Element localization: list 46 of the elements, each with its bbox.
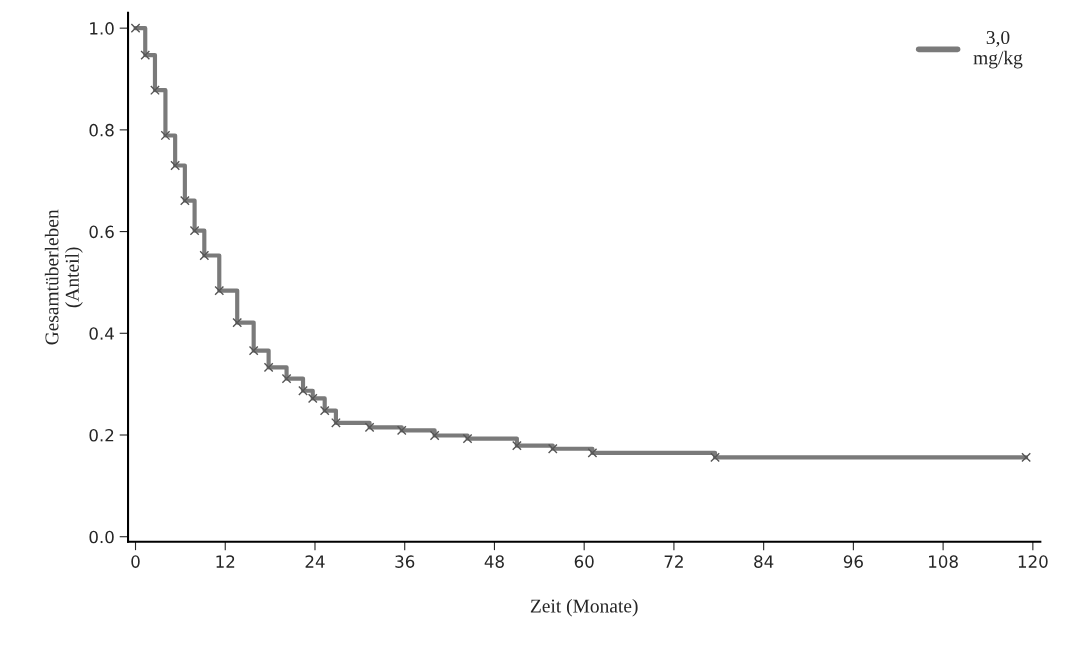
point: [180, 195, 190, 206]
x-tick-label: 60: [574, 555, 594, 568]
point: [214, 285, 225, 296]
point: [396, 425, 407, 436]
x-tick-label: 12: [216, 555, 235, 568]
point: [587, 447, 598, 458]
point: [462, 433, 473, 444]
point: [263, 362, 274, 373]
point: [1021, 452, 1031, 463]
point: [281, 373, 292, 384]
point: [364, 422, 375, 433]
x-tick-label: 96: [843, 555, 863, 568]
point: [189, 225, 200, 236]
x-tick-label: 48: [484, 555, 504, 568]
y-tick-label: 0.4: [89, 327, 114, 340]
point: [232, 317, 243, 328]
x-axis-title: Zeit (Monate): [530, 598, 638, 617]
x-tick-label: 0: [131, 555, 140, 568]
y-tick-label: 0.2: [89, 428, 114, 442]
x-tick-label: 84: [754, 555, 774, 568]
point: [199, 250, 210, 261]
point: [547, 443, 558, 454]
point: [248, 345, 259, 356]
x-tick-label: 24: [305, 555, 325, 568]
point: [298, 385, 308, 396]
y-axis-title: Gesamtüberleben (Anteil): [44, 209, 83, 345]
point: [710, 452, 720, 463]
point: [130, 23, 141, 34]
point: [160, 130, 171, 141]
legend-label: 3,0 mg/kg: [973, 30, 1023, 69]
y-tick-label: 0.8: [89, 123, 114, 137]
x-tick-label: 120: [1018, 555, 1048, 568]
point: [150, 85, 160, 96]
point: [307, 393, 318, 404]
point: [140, 50, 151, 60]
x-tick-label: 72: [664, 555, 683, 568]
y-tick-label: 1.0: [90, 22, 114, 35]
point: [319, 405, 330, 416]
x-tick-label: 108: [929, 555, 958, 568]
point: [331, 417, 341, 428]
point: [512, 440, 522, 451]
point: [170, 160, 181, 171]
y-tick-label: 0.6: [89, 225, 114, 239]
x-tick-label: 36: [395, 555, 415, 568]
y-tick-label: 0.0: [89, 530, 114, 544]
point: [429, 430, 440, 441]
